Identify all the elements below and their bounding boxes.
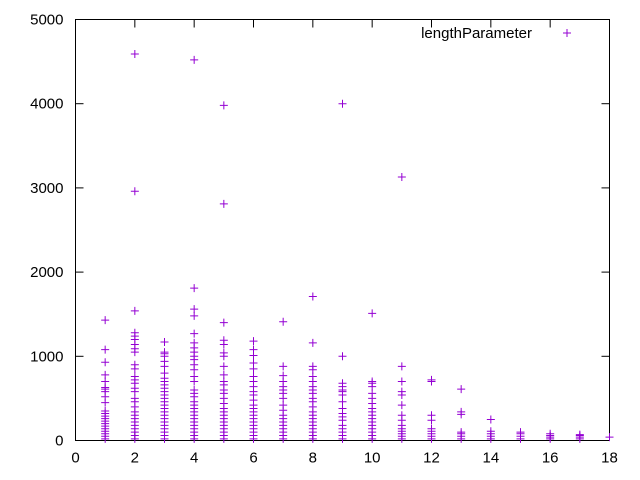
data-point [219, 199, 228, 208]
data-point [308, 372, 317, 381]
x-tick-label: 8 [309, 450, 317, 467]
data-point [190, 338, 199, 347]
data-point [130, 360, 139, 369]
data-point [486, 427, 495, 436]
data-point [249, 372, 258, 381]
data-point [279, 401, 288, 410]
data-point [338, 99, 347, 108]
x-tick-label: 16 [542, 450, 559, 467]
y-tick-label: 1000 [30, 348, 63, 365]
data-point [457, 407, 466, 416]
data-point [190, 284, 199, 293]
data-point [101, 358, 110, 367]
y-tick-label: 3000 [30, 180, 63, 197]
x-tick-label: 0 [71, 450, 79, 467]
data-point [130, 187, 139, 196]
plot-frame [75, 19, 610, 441]
data-point [190, 329, 199, 338]
x-tick-label: 6 [249, 450, 257, 467]
data-point [397, 411, 406, 420]
data-point [101, 407, 110, 416]
y-tick-label: 2000 [30, 264, 63, 281]
data-point [249, 359, 258, 368]
data-point [338, 404, 347, 413]
data-point [249, 345, 258, 354]
data-point [605, 433, 614, 442]
data-point [338, 352, 347, 361]
data-point [575, 430, 584, 439]
axis-ticks: 0 2 4 6 8 10 12 14 16 18 0 1000 2000 3000 4000 5000 [30, 12, 618, 467]
data-point [279, 362, 288, 371]
data-point [397, 172, 406, 181]
legend-label: lengthParameter [421, 25, 532, 42]
data-point [219, 348, 228, 357]
data-point [486, 415, 495, 424]
data-point [160, 369, 169, 378]
legend: lengthParameter [421, 25, 571, 42]
data-point [249, 337, 258, 346]
data-point [219, 377, 228, 386]
data-point [308, 292, 317, 301]
data-point [190, 55, 199, 64]
x-tick-label: 18 [601, 450, 618, 467]
data-point [397, 362, 406, 371]
data-point [397, 387, 406, 396]
y-tick-label: 5000 [30, 12, 63, 29]
data-point [516, 428, 525, 437]
data-point [190, 385, 199, 394]
data-point [308, 338, 317, 347]
data-points [101, 50, 614, 443]
data-point [457, 428, 466, 437]
data-point [130, 394, 139, 403]
data-point [219, 336, 228, 345]
data-point [130, 306, 139, 315]
data-point [101, 345, 110, 354]
data-point [397, 377, 406, 386]
data-point [338, 397, 347, 406]
data-point [101, 377, 110, 386]
x-tick-label: 4 [190, 450, 198, 467]
x-tick-label: 2 [131, 450, 139, 467]
data-point [427, 375, 436, 384]
data-point [397, 401, 406, 410]
data-point [308, 362, 317, 371]
data-point [279, 371, 288, 380]
data-point [279, 317, 288, 326]
data-point [160, 348, 169, 357]
data-point [427, 424, 436, 433]
data-point [219, 370, 228, 379]
legend-marker-symbol [563, 29, 571, 37]
data-point [368, 377, 377, 386]
data-point [190, 372, 199, 381]
x-tick-label: 14 [482, 450, 499, 467]
data-point [338, 379, 347, 388]
data-point [219, 318, 228, 327]
data-point [190, 305, 199, 314]
data-point [101, 370, 110, 379]
data-point [101, 316, 110, 325]
x-tick-label: 10 [364, 450, 381, 467]
data-point [219, 362, 228, 371]
data-point [457, 385, 466, 394]
data-point [160, 337, 169, 346]
data-point [130, 372, 139, 381]
data-point [368, 309, 377, 318]
y-tick-label: 0 [55, 433, 63, 450]
data-point [130, 50, 139, 59]
data-point [427, 411, 436, 420]
legend-marker [563, 29, 571, 37]
data-point [219, 101, 228, 110]
data-point [130, 328, 139, 337]
x-tick-label: 12 [423, 450, 440, 467]
y-tick-label: 4000 [30, 96, 63, 113]
data-point [368, 389, 377, 398]
data-point [546, 429, 555, 438]
data-point [190, 311, 199, 320]
